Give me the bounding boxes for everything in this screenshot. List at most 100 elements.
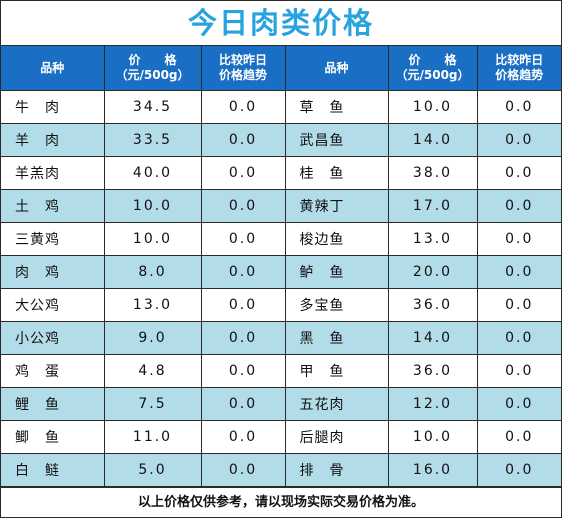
- price-cell: 7.5: [103, 387, 202, 421]
- header-trend-line1: 比较昨日: [495, 53, 544, 67]
- price-cell: 34.5: [103, 90, 202, 124]
- item-name-cell: 排 骨: [284, 453, 389, 487]
- trend-cell: 0.0: [200, 156, 286, 190]
- price-cell: 17.0: [387, 189, 478, 223]
- trend-cell: 0.0: [476, 123, 561, 157]
- trend-cell: 0.0: [200, 387, 286, 421]
- item-name-cell: 武昌鱼: [284, 123, 389, 157]
- item-name-cell: 黄辣丁: [284, 189, 389, 223]
- price-cell: 10.0: [103, 222, 202, 256]
- table-row: 牛 肉 34.5 0.0 草 鱼 10.0 0.0: [1, 90, 561, 124]
- item-name-cell: 小公鸡: [1, 321, 105, 355]
- item-name-cell: 鸡 蛋: [1, 354, 105, 388]
- header-price-line2: （元/500g）: [395, 68, 470, 82]
- price-cell: 10.0: [387, 90, 478, 124]
- header-trend-line2: 价格趋势: [495, 68, 544, 82]
- table-row: 鸡 蛋 4.8 0.0 甲 鱼 36.0 0.0: [1, 354, 561, 388]
- trend-cell: 0.0: [476, 321, 561, 355]
- item-name-cell: 鲤 鱼: [1, 387, 105, 421]
- price-cell: 36.0: [387, 354, 478, 388]
- item-name-cell: 羊羔肉: [1, 156, 105, 190]
- trend-cell: 0.0: [476, 189, 561, 223]
- disclaimer-note: 以上价格仅供参考，请以现场实际交易价格为准。: [1, 487, 561, 518]
- item-name-cell: 鲫 鱼: [1, 420, 105, 454]
- trend-cell: 0.0: [476, 387, 561, 421]
- item-name-cell: 土 鸡: [1, 189, 105, 223]
- trend-cell: 0.0: [476, 156, 561, 190]
- item-name-cell: 多宝鱼: [284, 288, 389, 322]
- price-cell: 13.0: [387, 222, 478, 256]
- price-cell: 9.0: [103, 321, 202, 355]
- table-row: 三黄鸡 10.0 0.0 梭边鱼 13.0 0.0: [1, 222, 561, 256]
- trend-cell: 0.0: [200, 189, 286, 223]
- trend-cell: 0.0: [200, 255, 286, 289]
- table-row: 羊 肉 33.5 0.0 武昌鱼 14.0 0.0: [1, 123, 561, 157]
- item-name-cell: 三黄鸡: [1, 222, 105, 256]
- header-price-line1: 价 格: [128, 53, 177, 67]
- price-table: 品种 价 格（元/500g） 比较昨日 价格趋势 品种 价 格（元/500g） 比…: [1, 46, 561, 487]
- table-row: 小公鸡 9.0 0.0 黑 鱼 14.0 0.0: [1, 321, 561, 355]
- price-cell: 4.8: [103, 354, 202, 388]
- item-name-cell: 梭边鱼: [284, 222, 389, 256]
- table-row: 鲫 鱼 11.0 0.0 后腿肉 10.0 0.0: [1, 420, 561, 454]
- item-name-cell: 鲈 鱼: [284, 255, 389, 289]
- price-cell: 10.0: [387, 420, 478, 454]
- price-cell: 5.0: [103, 453, 202, 487]
- trend-cell: 0.0: [200, 453, 286, 487]
- item-name-cell: 羊 肉: [1, 123, 105, 157]
- trend-cell: 0.0: [200, 321, 286, 355]
- price-cell: 8.0: [103, 255, 202, 289]
- price-cell: 40.0: [103, 156, 202, 190]
- item-name-cell: 桂 鱼: [284, 156, 389, 190]
- header-trend-line2: 价格趋势: [218, 68, 267, 82]
- item-name-cell: 后腿肉: [284, 420, 389, 454]
- item-name-cell: 肉 鸡: [1, 255, 105, 289]
- table-row: 羊羔肉 40.0 0.0 桂 鱼 38.0 0.0: [1, 156, 561, 190]
- price-cell: 11.0: [103, 420, 202, 454]
- item-name-cell: 牛 肉: [1, 90, 105, 124]
- table-row: 大公鸡 13.0 0.0 多宝鱼 36.0 0.0: [1, 288, 561, 322]
- trend-cell: 0.0: [200, 222, 286, 256]
- item-name-cell: 草 鱼: [284, 90, 389, 124]
- trend-cell: 0.0: [476, 453, 561, 487]
- header-trend-right: 比较昨日 价格趋势: [476, 46, 561, 91]
- header-price-line1: 价 格: [408, 53, 457, 67]
- price-cell: 38.0: [387, 156, 478, 190]
- price-cell: 36.0: [387, 288, 478, 322]
- trend-cell: 0.0: [476, 354, 561, 388]
- trend-cell: 0.0: [476, 222, 561, 256]
- trend-cell: 0.0: [200, 90, 286, 124]
- trend-cell: 0.0: [476, 90, 561, 124]
- trend-cell: 0.0: [200, 420, 286, 454]
- price-cell: 13.0: [103, 288, 202, 322]
- price-cell: 14.0: [387, 321, 478, 355]
- table-row: 白 鲢 5.0 0.0 排 骨 16.0 0.0: [1, 453, 561, 487]
- table-row: 土 鸡 10.0 0.0 黄辣丁 17.0 0.0: [1, 189, 561, 223]
- item-name-cell: 五花肉: [284, 387, 389, 421]
- table-row: 肉 鸡 8.0 0.0 鲈 鱼 20.0 0.0: [1, 255, 561, 289]
- trend-cell: 0.0: [476, 255, 561, 289]
- header-trend-line1: 比较昨日: [218, 53, 267, 67]
- header-price-right: 价 格（元/500g）: [387, 46, 478, 91]
- trend-cell: 0.0: [476, 288, 561, 322]
- header-trend-left: 比较昨日 价格趋势: [200, 46, 286, 91]
- price-cell: 33.5: [103, 123, 202, 157]
- price-cell: 14.0: [387, 123, 478, 157]
- trend-cell: 0.0: [200, 354, 286, 388]
- header-name-right: 品种: [284, 46, 389, 91]
- header-price-line2: （元/500g）: [115, 68, 190, 82]
- item-name-cell: 大公鸡: [1, 288, 105, 322]
- price-cell: 16.0: [387, 453, 478, 487]
- table-row: 鲤 鱼 7.5 0.0 五花肉 12.0 0.0: [1, 387, 561, 421]
- item-name-cell: 白 鲢: [1, 453, 105, 487]
- header-row: 品种 价 格（元/500g） 比较昨日 价格趋势 品种 价 格（元/500g） 比…: [1, 46, 561, 91]
- item-name-cell: 黑 鱼: [284, 321, 389, 355]
- board-title: 今日肉类价格: [1, 1, 561, 46]
- price-cell: 12.0: [387, 387, 478, 421]
- header-price-left: 价 格（元/500g）: [103, 46, 202, 91]
- price-cell: 10.0: [103, 189, 202, 223]
- price-cell: 20.0: [387, 255, 478, 289]
- trend-cell: 0.0: [200, 123, 286, 157]
- trend-cell: 0.0: [476, 420, 561, 454]
